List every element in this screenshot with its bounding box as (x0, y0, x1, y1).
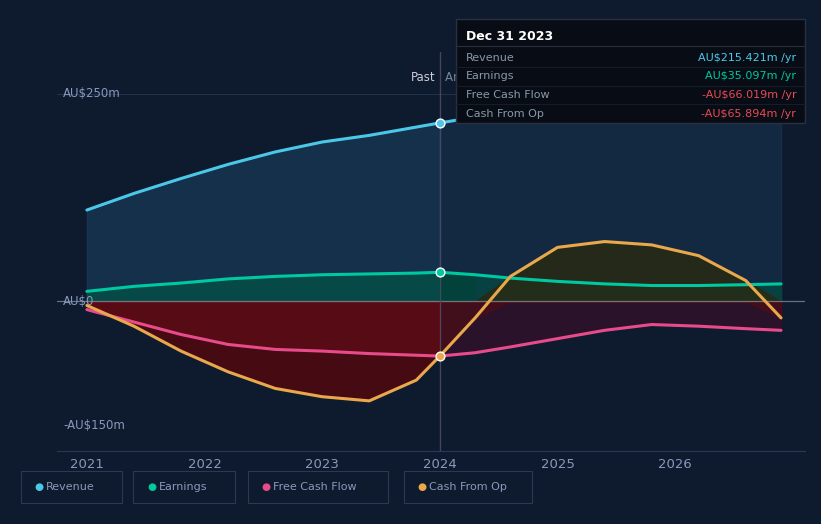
Point (433, 119, 447, 127)
Text: Cash From Op: Cash From Op (466, 109, 544, 119)
Text: Free Cash Flow: Free Cash Flow (466, 90, 549, 100)
Text: Past: Past (410, 71, 435, 84)
Point (433, 352, 447, 361)
Text: Revenue: Revenue (466, 52, 514, 62)
Text: Free Cash Flow: Free Cash Flow (273, 482, 357, 492)
Text: -AU$66.019m /yr: -AU$66.019m /yr (702, 90, 796, 100)
Text: ●: ● (147, 482, 156, 492)
Text: Earnings: Earnings (466, 71, 514, 81)
Text: Cash From Op: Cash From Op (429, 482, 507, 492)
Text: AU$250m: AU$250m (63, 88, 122, 101)
Text: ●: ● (34, 482, 44, 492)
Text: -AU$65.894m /yr: -AU$65.894m /yr (701, 109, 796, 119)
Text: Earnings: Earnings (158, 482, 207, 492)
Point (433, 268, 447, 277)
Text: ●: ● (418, 482, 427, 492)
Text: AU$0: AU$0 (63, 295, 94, 308)
Text: Revenue: Revenue (46, 482, 94, 492)
Text: ●: ● (262, 482, 271, 492)
Text: AU$215.421m /yr: AU$215.421m /yr (698, 52, 796, 62)
Text: AU$35.097m /yr: AU$35.097m /yr (705, 71, 796, 81)
Text: Analysts Forecasts: Analysts Forecasts (444, 71, 554, 84)
Text: -AU$150m: -AU$150m (63, 419, 126, 432)
Text: Dec 31 2023: Dec 31 2023 (466, 30, 553, 42)
